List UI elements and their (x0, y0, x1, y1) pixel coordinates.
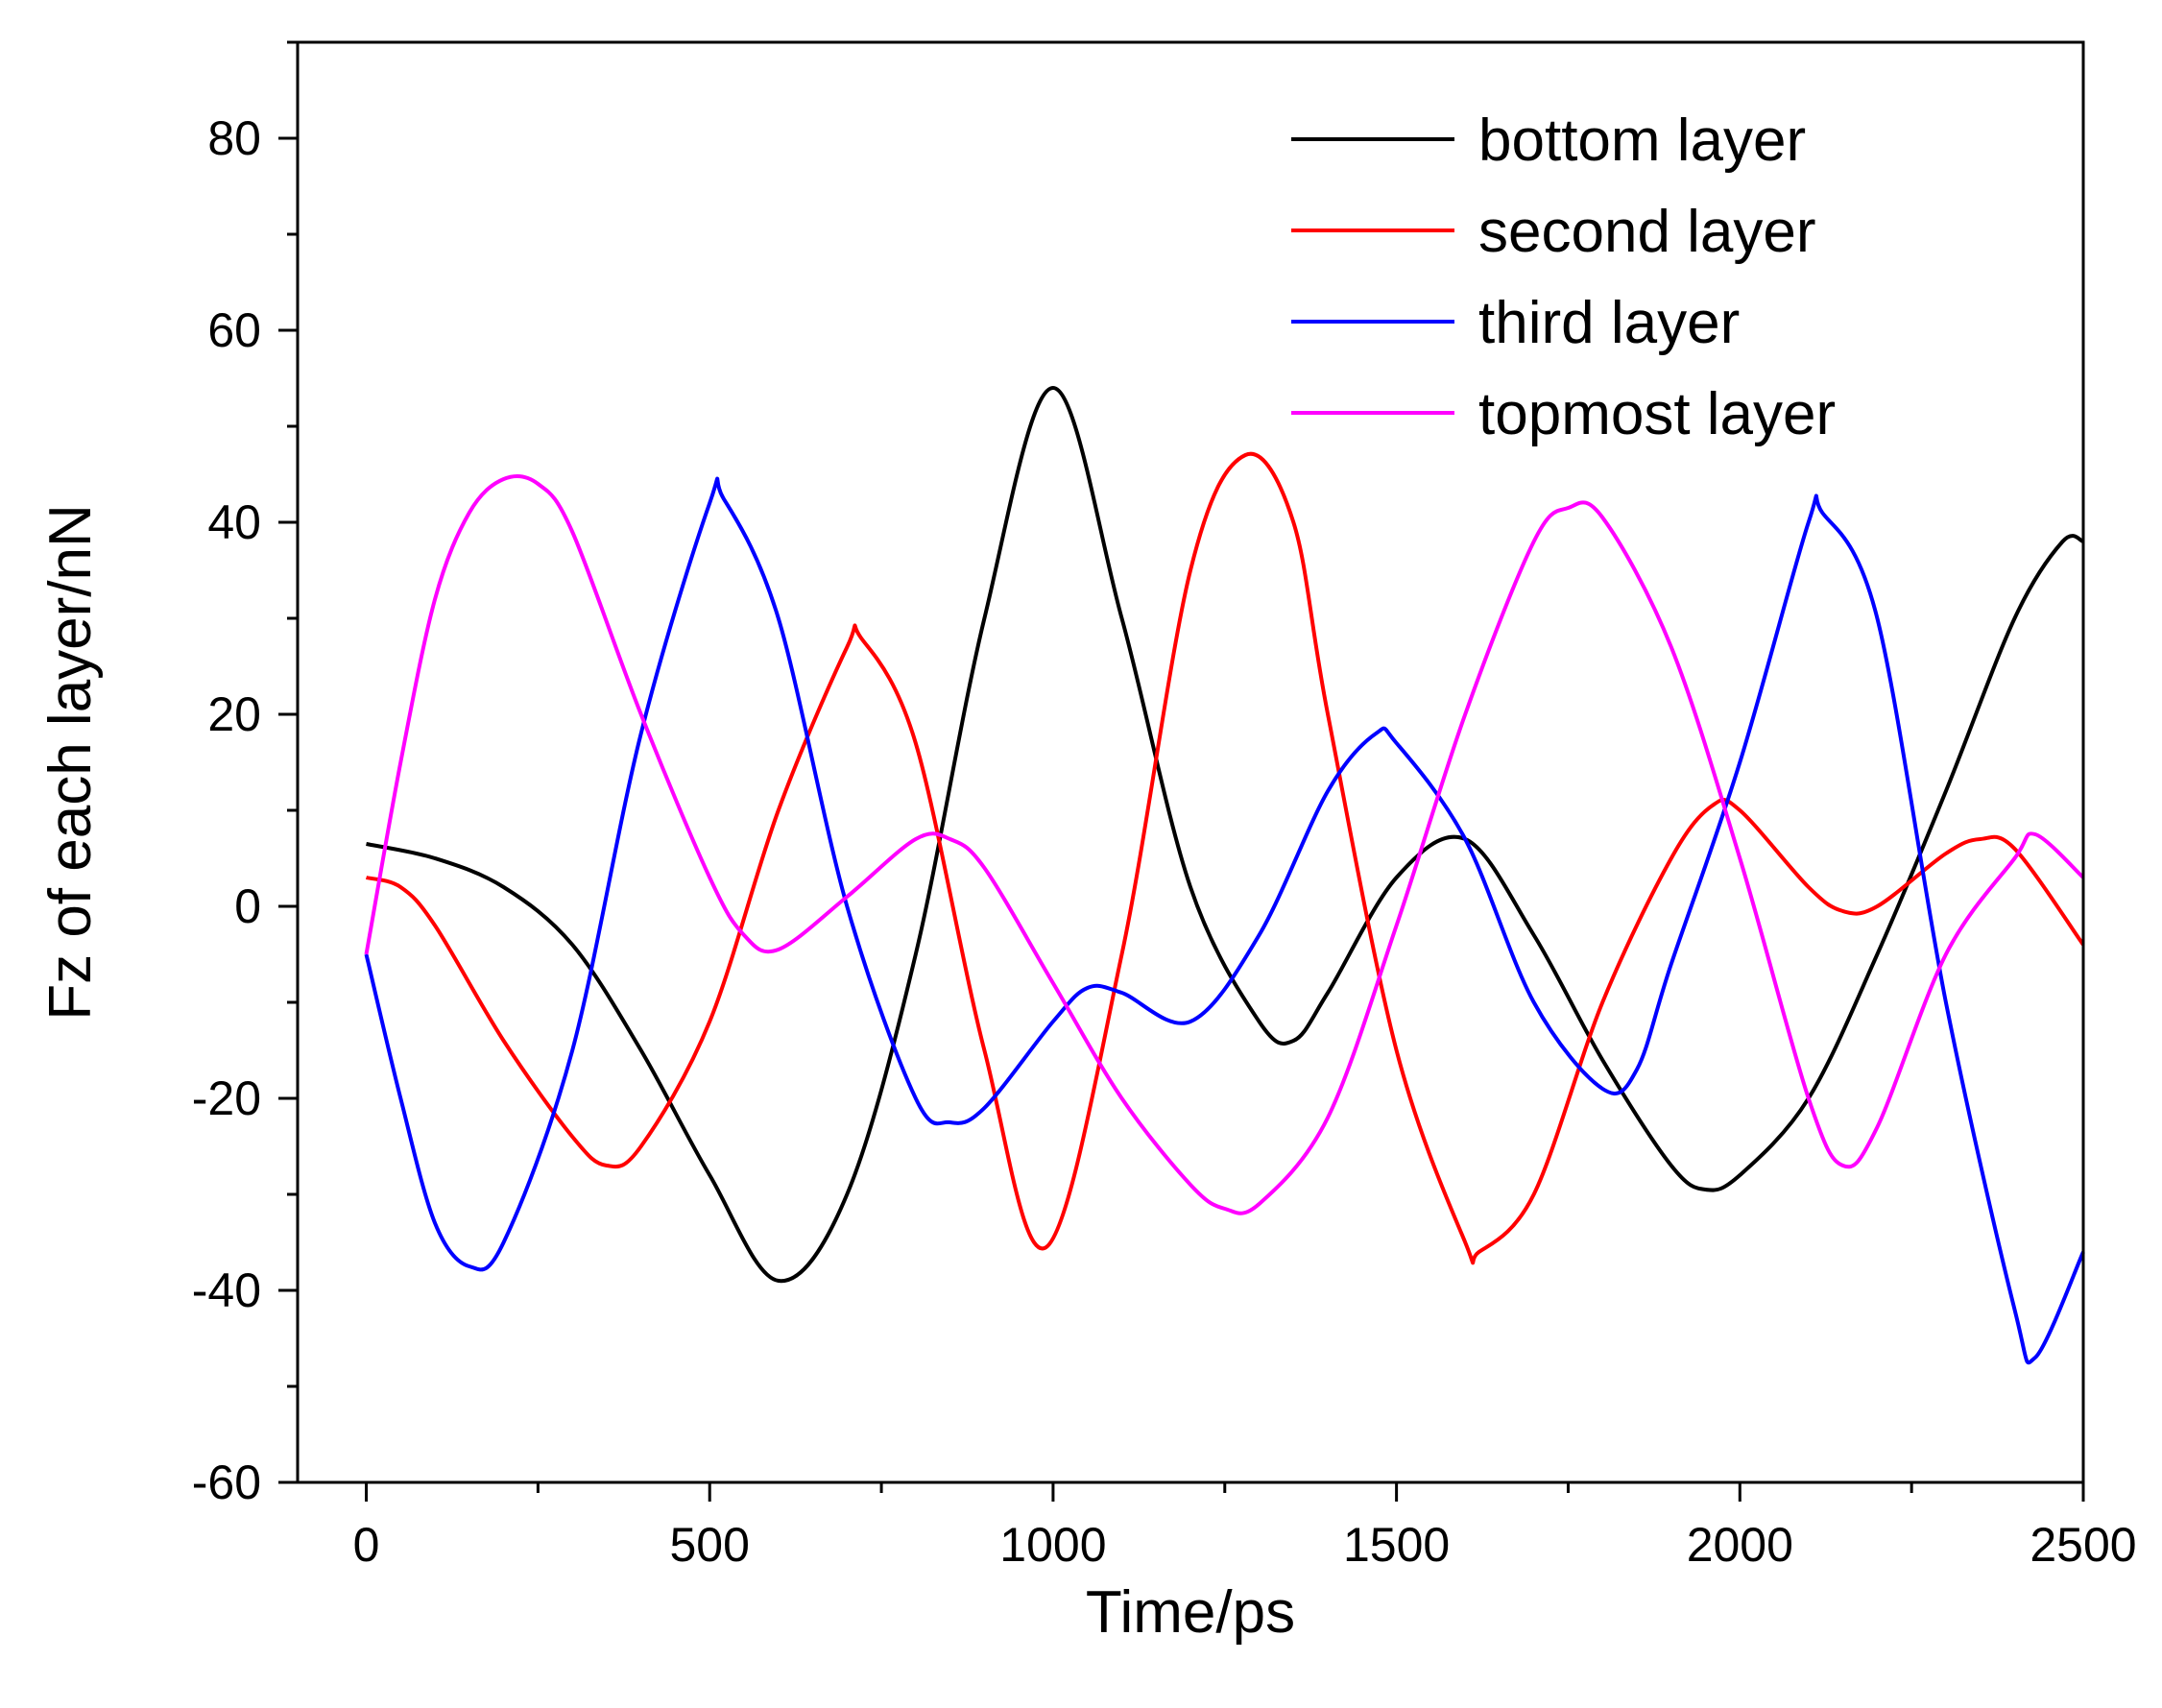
x-tick-label: 500 (670, 1518, 750, 1572)
tick-label-layer: 0 500 1000 1500 2000 2500 -60 -40 -20 0 20 40 60 80 (192, 111, 2137, 1572)
y-tick-label: 80 (207, 111, 261, 165)
legend-label-bottom-layer: bottom layer (1478, 108, 1806, 174)
series-line-third-layer (364, 476, 2085, 1365)
y-tick-label: 60 (207, 303, 261, 357)
x-tick-label: 0 (353, 1518, 380, 1572)
y-tick-label: 20 (207, 687, 261, 741)
legend: bottom layer second layer third layer topmo… (1291, 108, 1836, 447)
y-axis-title: Fz of each layer/nN (37, 504, 104, 1021)
series-line-bottom-layer (366, 386, 2084, 1284)
y-tick-label: -20 (192, 1071, 261, 1125)
x-tick-label: 1000 (999, 1518, 1106, 1572)
y-tick-label: -40 (192, 1263, 261, 1317)
y-tick-label: 40 (207, 495, 261, 549)
series-line-second-layer (365, 451, 2085, 1265)
x-tick-label: 1500 (1343, 1518, 1450, 1572)
plot-frame (296, 40, 2085, 1484)
series-layer (364, 386, 2085, 1365)
legend-label-third-layer: third layer (1478, 290, 1740, 356)
y-tick-label: 0 (234, 879, 261, 933)
ticks-layer (278, 40, 2085, 1502)
legend-label-topmost-layer: topmost layer (1478, 381, 1836, 447)
x-tick-label: 2000 (1687, 1518, 1793, 1572)
legend-label-second-layer: second layer (1478, 199, 1816, 265)
series-line-topmost-layer (364, 473, 2085, 1215)
x-tick-label: 2500 (2030, 1518, 2136, 1572)
y-tick-label: -60 (192, 1455, 261, 1509)
x-axis-title: Time/ps (1086, 1579, 1295, 1646)
